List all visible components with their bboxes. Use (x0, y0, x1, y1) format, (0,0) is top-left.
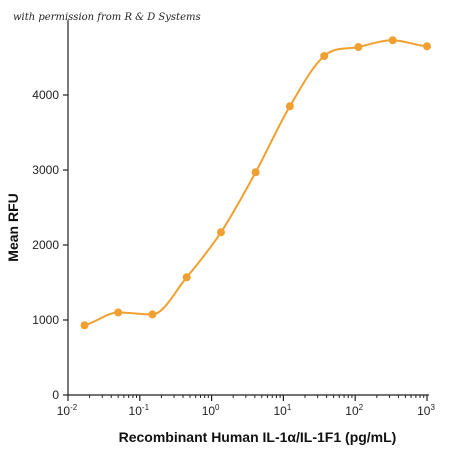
data-point (80, 321, 89, 330)
y-tick-label: 1000 (32, 313, 59, 327)
data-point (182, 273, 191, 282)
y-tick-label: 3000 (32, 163, 59, 177)
x-axis-title: Recombinant Human IL-1α/IL-1F1 (pg/mL) (119, 429, 397, 445)
x-tick-label: 10-2 (57, 403, 78, 418)
y-tick-label: 2000 (32, 238, 59, 252)
x-tick-label: 103 (417, 403, 435, 418)
y-axis-title: Mean RFU (5, 193, 21, 261)
data-point (285, 102, 294, 111)
data-point (216, 228, 225, 237)
axes (67, 20, 429, 396)
data-point (388, 36, 397, 45)
watermark-text: with permission from R & D Systems (13, 12, 201, 23)
data-point (251, 168, 260, 177)
x-tick-label: 100 (202, 403, 220, 418)
x-ticks: 10-2 10-1 100 101 102 103 (57, 395, 435, 418)
data-points (80, 36, 431, 330)
x-tick-label: 102 (345, 403, 363, 418)
y-tick-label: 4000 (32, 88, 59, 102)
data-point (423, 42, 431, 51)
data-point (114, 308, 123, 317)
x-tick-label: 10-1 (129, 403, 150, 418)
y-ticks: 0 1000 2000 3000 4000 (32, 88, 68, 402)
data-point (354, 43, 363, 51)
x-tick-label: 101 (273, 403, 291, 418)
fit-curve (84, 39, 428, 327)
y-tick-label: 0 (52, 388, 59, 402)
data-point (148, 310, 157, 319)
data-point (320, 52, 329, 60)
